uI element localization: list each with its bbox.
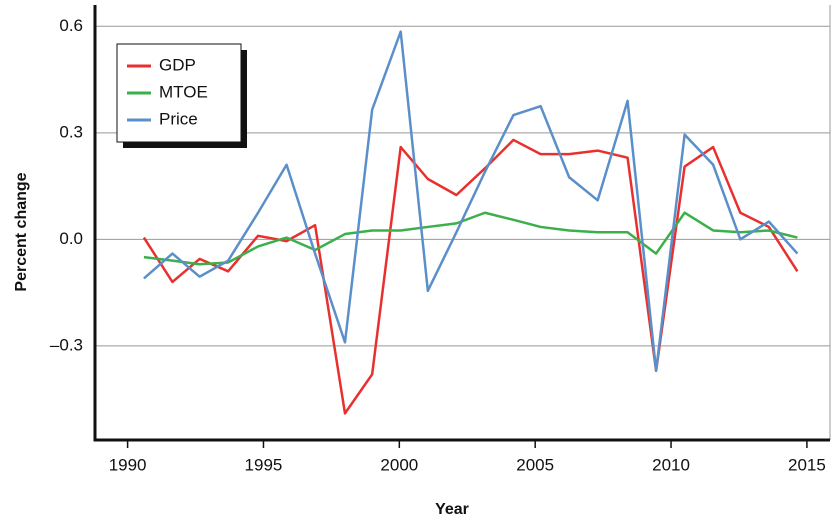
x-tick-label: 2005 (516, 455, 554, 474)
y-tick-label: –0.3 (50, 335, 83, 354)
legend-box (116, 43, 242, 143)
y-tick-label: 0.3 (59, 122, 83, 141)
legend-label: MTOE (159, 82, 208, 101)
y-tick-label: 0.6 (59, 16, 83, 35)
x-tick-label: 2015 (788, 455, 826, 474)
series-line (143, 211, 798, 266)
y-tick-label: 0.0 (59, 229, 83, 248)
series-line (143, 30, 799, 373)
legend-label: Price (159, 109, 198, 128)
x-tick-label: 2000 (380, 455, 418, 474)
y-axis-title: Percent change (13, 172, 30, 291)
x-tick-label: 2010 (652, 455, 690, 474)
legend-label: GDP (159, 55, 196, 74)
series-line (142, 138, 799, 415)
x-axis-title: Year (435, 501, 469, 518)
x-tick-label: 1995 (245, 455, 283, 474)
x-tick-label: 1990 (109, 455, 147, 474)
